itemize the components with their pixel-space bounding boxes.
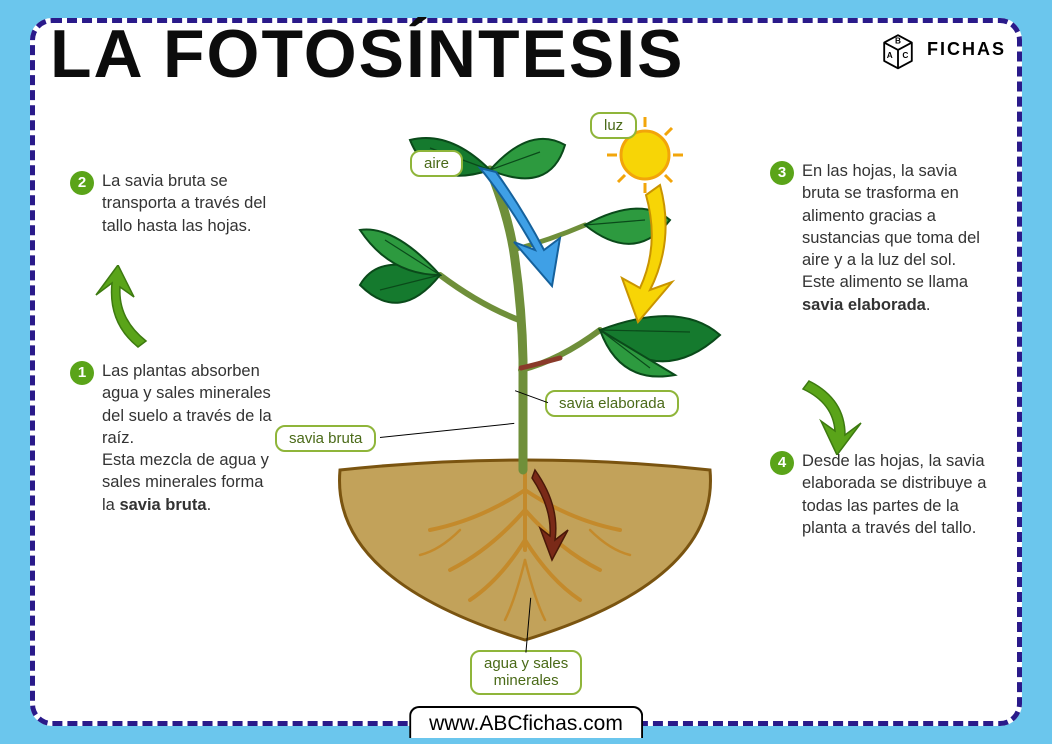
step-badge-3: 3 xyxy=(770,161,794,185)
step-badge-4: 4 xyxy=(770,451,794,475)
step-badge-2: 2 xyxy=(70,171,94,195)
step-3: 3 En las hojas, la savia bruta se trasfo… xyxy=(770,160,990,316)
tag-savia-bruta: savia bruta xyxy=(275,425,376,452)
tag-aire: aire xyxy=(410,150,463,177)
tag-savia-elaborada: savia elaborada xyxy=(545,390,679,417)
abc-cube-icon: B A C xyxy=(875,26,921,72)
plant-illustration xyxy=(300,110,750,690)
step-4: 4 Desde las hojas, la savia elaborada se… xyxy=(770,450,990,539)
tag-luz: luz xyxy=(590,112,637,139)
light-arrow-icon xyxy=(622,185,672,322)
flow-arrow-1-2 xyxy=(90,265,160,355)
page-outer: LA FOTOSÍNTESIS B A C FICHAS xyxy=(0,0,1052,744)
svg-text:B: B xyxy=(895,36,901,45)
tag-agua-sales: agua y salesminerales xyxy=(470,650,582,695)
brand-logo: B A C FICHAS xyxy=(875,26,1006,72)
footer-url: www.ABCfichas.com xyxy=(409,706,643,738)
brand-text: FICHAS xyxy=(927,39,1006,60)
step-badge-1: 1 xyxy=(70,361,94,385)
page-title: LA FOTOSÍNTESIS xyxy=(50,20,685,88)
svg-text:A: A xyxy=(887,51,893,60)
step-text-2: La savia bruta se transporta a través de… xyxy=(102,170,270,237)
diagram-area: 1 Las plantas absorben agua y sales mine… xyxy=(50,120,1002,704)
step-text-3: En las hojas, la savia bruta se trasform… xyxy=(802,160,990,316)
step-text-1: Las plantas absorben agua y sales minera… xyxy=(102,360,280,516)
step-1: 1 Las plantas absorben agua y sales mine… xyxy=(70,360,280,516)
step-2: 2 La savia bruta se transporta a través … xyxy=(70,170,270,237)
flow-arrow-3-4 xyxy=(795,375,865,455)
svg-text:C: C xyxy=(902,51,908,60)
step-text-4: Desde las hojas, la savia elaborada se d… xyxy=(802,450,990,539)
